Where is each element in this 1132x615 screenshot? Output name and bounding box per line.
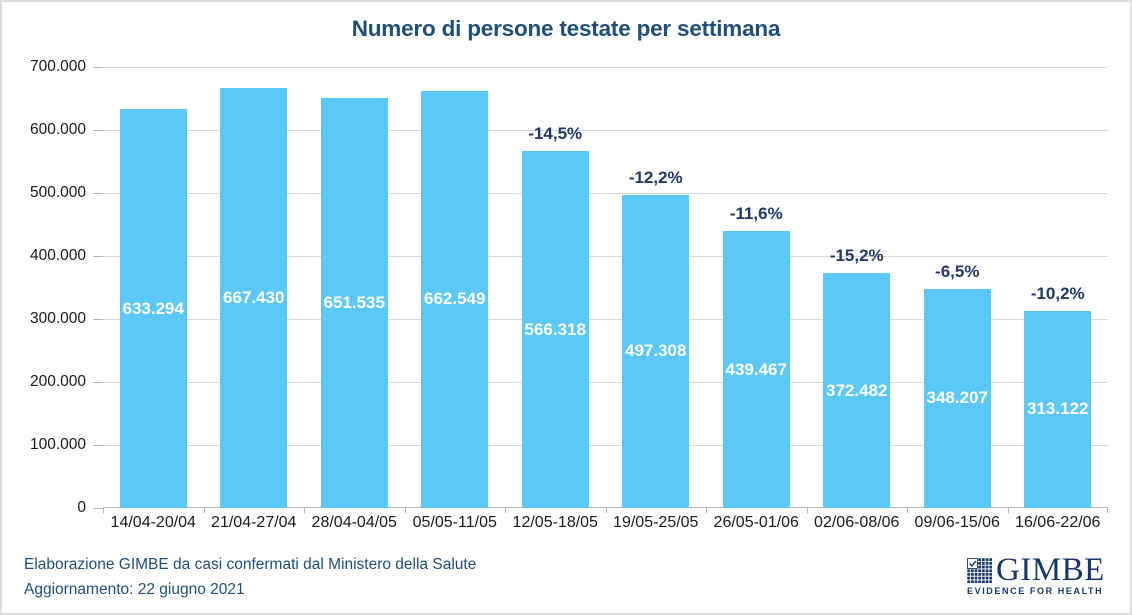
x-axis-category-label: 21/04-27/04	[211, 514, 297, 531]
x-axis-category-label: 28/04-04/05	[311, 514, 397, 531]
gimbe-logo: GIMBE EVIDENCE FOR HEALTH	[967, 552, 1105, 597]
bar-value-label: 439.467	[725, 359, 787, 379]
chart-title: Numero di persone testate per settimana	[351, 16, 781, 41]
y-axis-tick-label: 0	[77, 499, 86, 516]
bar-value-label: 497.308	[625, 341, 687, 361]
y-axis-tick	[93, 193, 103, 194]
x-axis-tick	[605, 508, 607, 513]
x-axis-tick	[1107, 508, 1108, 513]
x-axis-category-label: 09/06-15/06	[914, 514, 1000, 531]
check-grid-icon	[967, 558, 992, 583]
x-axis-tick	[806, 508, 808, 513]
x-axis-labels: 14/04-20/04 21/04-27/04 28/04-04/05 05/05-1…	[103, 514, 1108, 532]
pct-change-label: -10,2%	[1030, 283, 1085, 303]
bar-value-label: 667.430	[223, 287, 285, 307]
x-axis-tick	[505, 508, 506, 513]
y-axis-tick	[93, 256, 103, 257]
x-axis-tick	[404, 508, 406, 513]
y-axis-tick-label: 500.000	[29, 184, 86, 201]
x-axis-tick	[1007, 508, 1009, 513]
x-axis-category-label: 26/05-01/06	[713, 514, 799, 531]
bar: 662.549	[421, 90, 489, 508]
x-axis-category-label: 14/04-20/04	[110, 514, 196, 531]
x-axis-category-label: 19/05-25/05	[613, 514, 699, 531]
y-axis-tick	[93, 130, 103, 131]
x-axis-category-label: 05/05-11/05	[412, 514, 497, 531]
bar-slot: 372.482 -15,2%	[807, 67, 908, 508]
y-axis-tick-label: 200.000	[29, 373, 86, 390]
x-axis-category-label: 12/05-18/05	[512, 514, 598, 531]
x-axis-tick	[907, 508, 908, 513]
y-axis-tick-label: 400.000	[29, 247, 86, 264]
bar: 313.122	[1024, 310, 1092, 508]
logo-wordmark: GIMBE	[996, 552, 1105, 588]
gridline	[103, 382, 1108, 383]
bar-slot: 348.207 -6,5%	[907, 67, 1008, 508]
bar: 667.430	[220, 87, 288, 508]
bar-value-label: 372.482	[826, 380, 888, 400]
y-axis-tick-label: 100.000	[29, 436, 86, 453]
y-axis-tick	[93, 67, 103, 68]
footer: Elaborazione GIMBE da casi confermati da…	[24, 552, 476, 602]
pct-change-label: -14,5%	[528, 124, 583, 144]
bar-slot: 439.467 -11,6%	[706, 67, 807, 508]
y-axis-tick-label: 600.000	[29, 121, 86, 138]
x-axis-tick	[203, 508, 205, 513]
bar-slot: 667.430	[204, 67, 305, 508]
y-axis-tick	[93, 508, 103, 509]
bar: 372.482	[823, 273, 891, 508]
x-axis-line	[103, 507, 1108, 508]
bar-slot: 651.535	[304, 67, 405, 508]
bar: 651.535	[320, 97, 388, 508]
bar-value-label: 662.549	[424, 289, 486, 309]
bar-value-label: 348.207	[926, 388, 988, 408]
plot-area: 633.294 667.430 651.535 662.549 566.318 -14,5…	[93, 67, 1108, 513]
bar: 633.294	[119, 109, 187, 508]
bar-slot: 313.122 -10,2%	[1008, 67, 1109, 508]
pct-change-label: -11,6%	[729, 204, 783, 224]
gridline	[103, 256, 1108, 257]
bar-value-label: 651.535	[323, 292, 385, 312]
bar: 348.207	[923, 288, 991, 508]
x-axis-tick	[706, 508, 707, 513]
bar-value-label: 633.294	[122, 298, 184, 318]
bar-slot: 662.549	[405, 67, 506, 508]
bar-value-label: 313.122	[1027, 399, 1089, 419]
y-axis-tick-label: 300.000	[29, 310, 86, 327]
x-axis-tick	[103, 508, 104, 513]
gridline	[103, 130, 1108, 131]
bars-row: 633.294 667.430 651.535 662.549 566.318 -14,5…	[103, 67, 1108, 508]
bar: 439.467	[722, 231, 790, 508]
gridline	[103, 193, 1108, 194]
y-axis-tick-label: 700.000	[29, 58, 86, 75]
x-axis-tick	[304, 508, 305, 513]
pct-change-label: -6,5%	[935, 261, 980, 281]
y-axis-tick	[93, 445, 103, 446]
pct-change-label: -12,2%	[628, 167, 683, 187]
bar-slot: 633.294	[103, 67, 204, 508]
bar-value-label: 566.318	[524, 319, 586, 339]
y-axis-tick	[93, 319, 103, 320]
source-note: Elaborazione GIMBE da casi confermati da…	[24, 556, 477, 573]
pct-change-label: -15,2%	[829, 246, 884, 266]
x-axis-category-label: 02/06-08/06	[814, 514, 900, 531]
bar-slot: 497.308 -12,2%	[606, 67, 707, 508]
update-note: Aggiornamento: 22 giugno 2021	[24, 581, 245, 598]
bar: 497.308	[622, 194, 690, 508]
gridline	[103, 319, 1108, 320]
gridline	[103, 445, 1108, 446]
x-axis-category-label: 16/06-22/06	[1015, 514, 1101, 531]
bar: 566.318	[521, 151, 589, 508]
logo-row: GIMBE	[967, 552, 1105, 588]
bar-slot: 566.318 -14,5%	[505, 67, 606, 508]
logo-tagline: EVIDENCE FOR HEALTH	[967, 586, 1104, 596]
y-axis-tick	[93, 382, 103, 383]
gridline	[103, 67, 1108, 68]
